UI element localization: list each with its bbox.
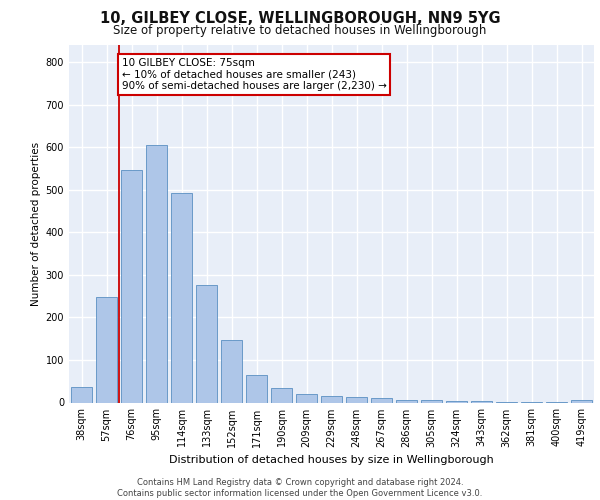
Bar <box>146 144 167 402</box>
Bar <box>96 297 117 403</box>
X-axis label: Distribution of detached houses by size in Wellingborough: Distribution of detached houses by size … <box>169 455 494 465</box>
Bar <box>321 396 342 402</box>
Bar <box>371 398 392 402</box>
Text: 10, GILBEY CLOSE, WELLINGBOROUGH, NN9 5YG: 10, GILBEY CLOSE, WELLINGBOROUGH, NN9 5Y… <box>100 11 500 26</box>
Bar <box>121 170 142 402</box>
Bar <box>171 192 192 402</box>
Bar <box>421 400 442 402</box>
Bar <box>571 400 592 402</box>
Y-axis label: Number of detached properties: Number of detached properties <box>31 142 41 306</box>
Bar <box>221 340 242 402</box>
Bar <box>271 388 292 402</box>
Bar <box>296 394 317 402</box>
Bar <box>471 401 492 402</box>
Bar <box>246 375 267 402</box>
Bar <box>446 401 467 402</box>
Bar <box>346 398 367 402</box>
Text: Contains HM Land Registry data © Crown copyright and database right 2024.
Contai: Contains HM Land Registry data © Crown c… <box>118 478 482 498</box>
Text: 10 GILBEY CLOSE: 75sqm
← 10% of detached houses are smaller (243)
90% of semi-de: 10 GILBEY CLOSE: 75sqm ← 10% of detached… <box>121 58 386 91</box>
Bar <box>71 387 92 402</box>
Bar <box>396 400 417 402</box>
Bar <box>196 284 217 403</box>
Text: Size of property relative to detached houses in Wellingborough: Size of property relative to detached ho… <box>113 24 487 37</box>
